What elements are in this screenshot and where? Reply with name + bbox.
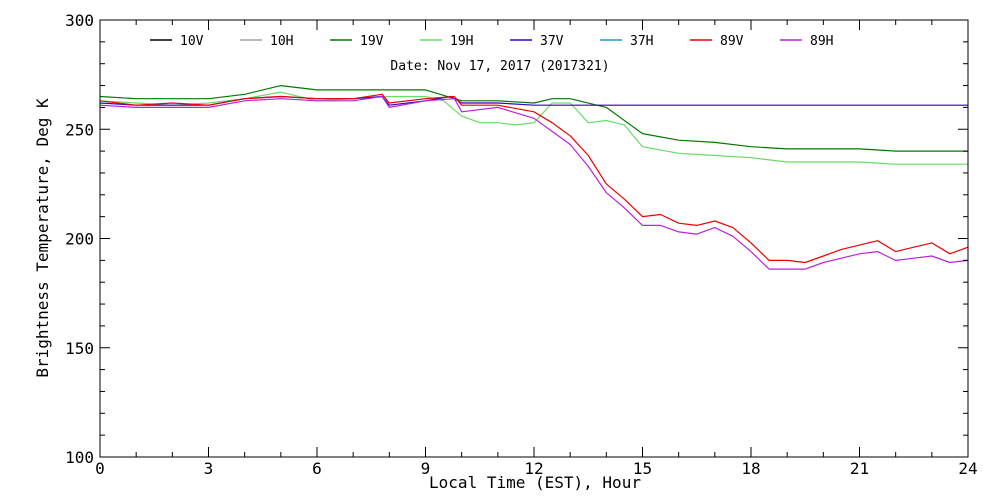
y-tick-label: 300 [65,11,94,30]
series-line-89h [99,95,969,270]
legend-label-10v: 10V [180,34,204,49]
x-tick-label: 0 [95,459,105,478]
series-line-89v [99,93,969,264]
y-tick-label: 250 [65,120,94,139]
legend-label-19v: 19V [360,34,384,49]
legend-label-37v: 37V [540,34,564,49]
plot-frame [99,19,969,458]
x-tick-label: 21 [850,459,869,478]
chart-title: Date: Nov 17, 2017 (2017321) [390,59,609,74]
legend: 10V 10H 19V 19H 37V 37H 89V 89H [150,34,833,49]
y-axis-label: Brightness Temperature, Deg K [33,98,52,378]
x-tick-label: 3 [204,459,214,478]
y-tick-label: 150 [65,339,94,358]
x-tick-label: 15 [633,459,652,478]
plot-area [99,84,969,270]
x-tick-label: 18 [741,459,760,478]
legend-label-37h: 37H [630,34,653,49]
legend-label-10h: 10H [270,34,293,49]
legend-label-89h: 89H [810,34,833,49]
legend-label-89v: 89V [720,34,744,49]
series-line-19h [99,91,968,165]
legend-label-19h: 19H [450,34,473,49]
x-tick-label: 9 [421,459,431,478]
x-axis-label: Local Time (EST), Hour [429,473,641,492]
y-tick-label: 200 [65,230,94,249]
y-tick-label: 100 [65,448,94,467]
x-tick-label: 6 [312,459,322,478]
series-line-19v [99,84,968,152]
x-tick-label: 24 [958,459,977,478]
axes: 0 3 6 9 12 15 18 21 24 100 150 200 250 300 [65,11,978,478]
x-tick-label: 12 [524,459,543,478]
